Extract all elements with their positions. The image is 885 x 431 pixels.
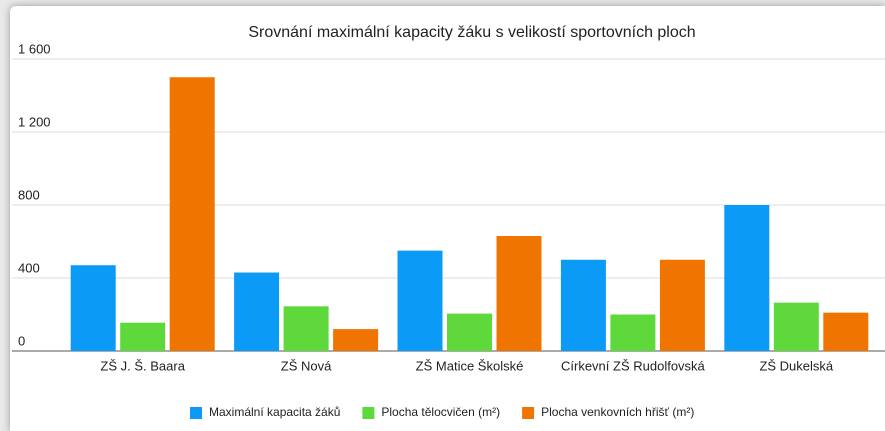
- x-tick-label: ZŠ Dukelská: [759, 358, 833, 373]
- legend-swatch: [190, 407, 202, 419]
- y-tick-label: 1 600: [18, 41, 51, 56]
- chart-title: Srovnání maximální kapacity žáku s velik…: [248, 24, 695, 41]
- legend-label: Plocha tělocvičen (m²): [381, 405, 500, 419]
- legend-label: Plocha venkovních hřišť (m²): [541, 405, 694, 419]
- bar: [234, 272, 280, 351]
- bar: [447, 313, 492, 351]
- x-tick-label: ZŠ Matice Školské: [416, 358, 524, 373]
- bar: [560, 259, 606, 351]
- y-tick-label: 1 200: [18, 114, 51, 129]
- bar: [120, 322, 166, 351]
- x-tick-label: ZŠ Nová: [281, 358, 332, 373]
- bar: [333, 329, 379, 351]
- bar: [70, 265, 116, 351]
- x-tick-label: ZŠ J. Š. Baara: [100, 358, 185, 373]
- bar: [773, 302, 819, 351]
- legend-swatch: [362, 407, 375, 419]
- y-tick-label: 0: [18, 333, 25, 348]
- bar: [397, 250, 443, 351]
- bar: [659, 259, 705, 351]
- bar: [169, 77, 215, 351]
- bar: [283, 306, 329, 351]
- bar: [496, 236, 542, 351]
- legend-swatch: [522, 407, 535, 419]
- bar: [610, 314, 656, 351]
- x-tick-label: Církevní ZŠ Rudolfovská: [561, 358, 706, 373]
- legend-label: Maximální kapacita žáků: [209, 405, 340, 419]
- bar: [823, 312, 869, 351]
- bar: [724, 205, 770, 351]
- y-tick-label: 800: [18, 187, 40, 202]
- y-tick-label: 400: [18, 260, 40, 275]
